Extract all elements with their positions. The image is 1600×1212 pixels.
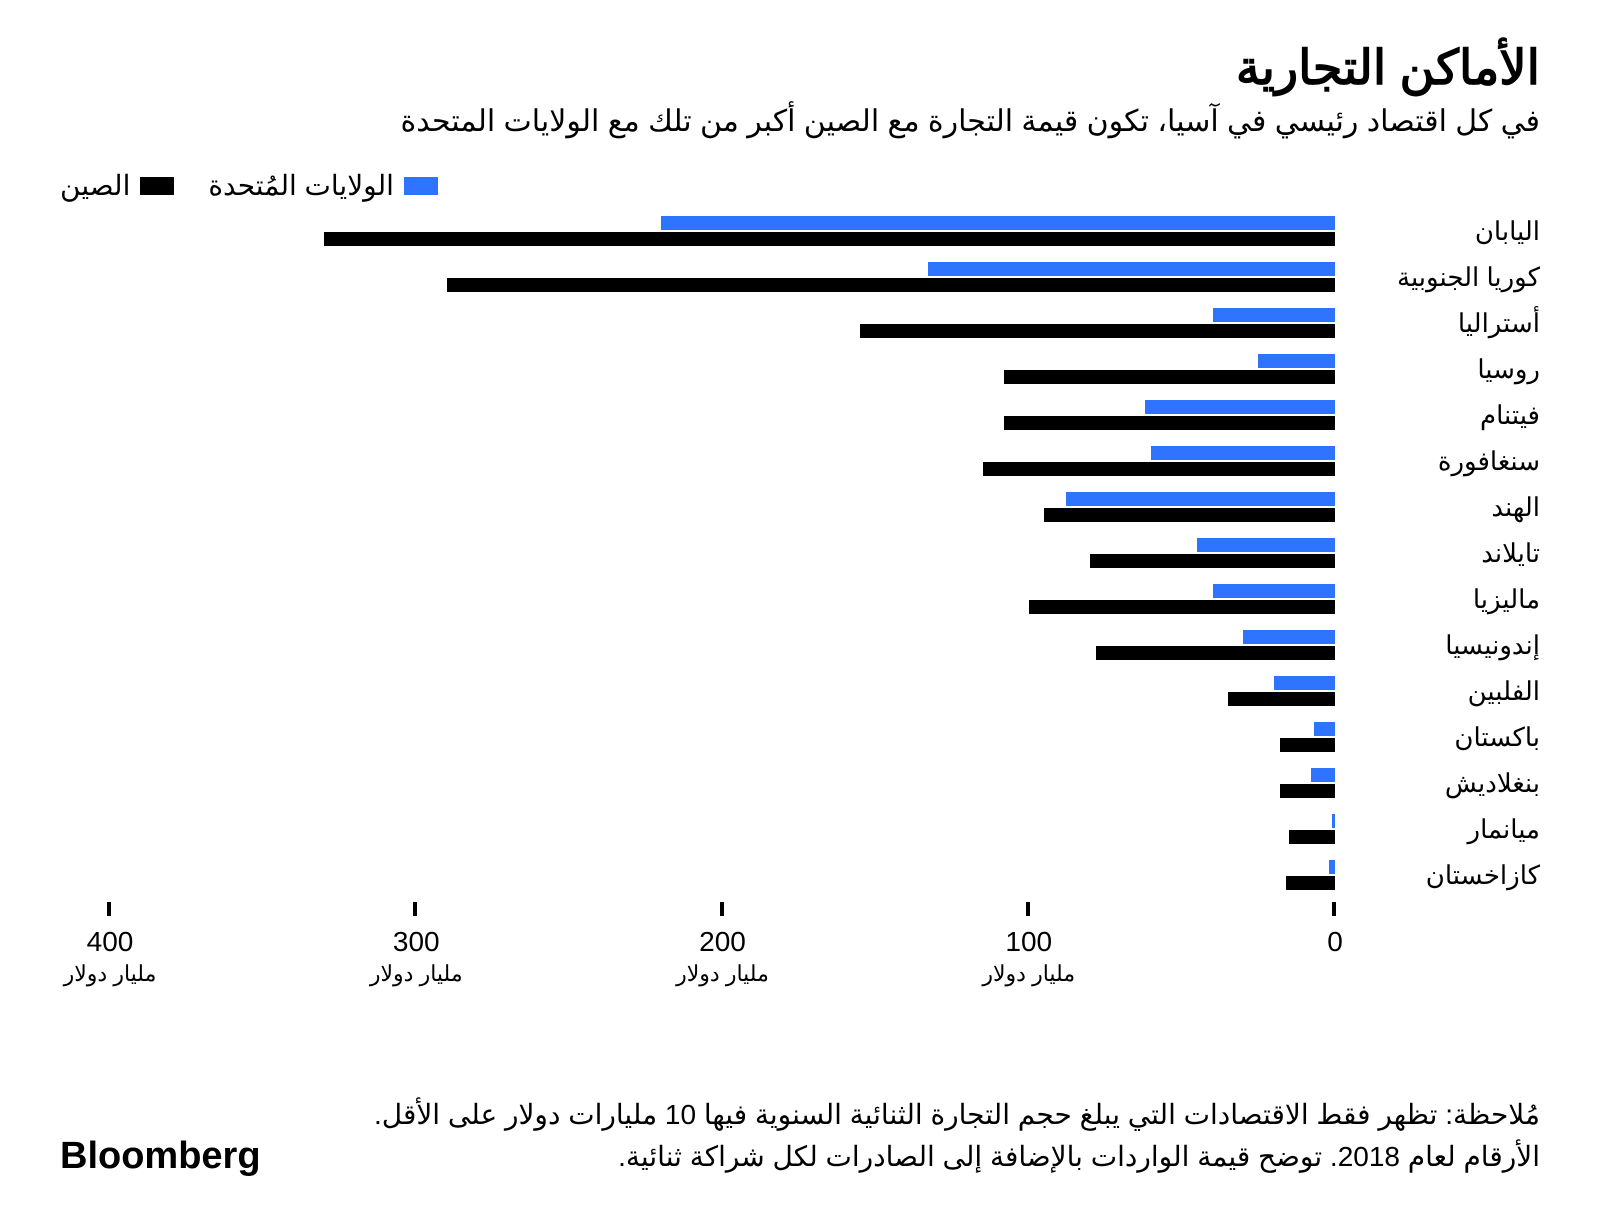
brand-logo: Bloomberg [60,1135,261,1178]
bar-us [1197,538,1335,552]
bar-cn [1090,554,1335,568]
tick-mark [413,902,417,916]
bar-cn [1289,830,1335,844]
bar-cn [1004,370,1335,384]
country-label: ميانمار [1345,816,1540,842]
tick-mark [1332,902,1336,916]
tick-label: 400مليار دولار [30,924,190,989]
tick-mark [720,902,724,916]
bar-cn [324,232,1335,246]
tick-label: 300مليار دولار [336,924,496,989]
row-3: روسيا [110,350,1335,396]
bar-cn [1286,876,1335,890]
bar-chart: اليابانكوريا الجنوبيةأسترالياروسيافيتنام… [60,212,1540,1012]
row-7: تايلاند [110,534,1335,580]
country-label: باكستان [1345,724,1540,750]
legend-label-us: الولايات المُتحدة [208,169,394,202]
country-label: الهند [1345,494,1540,520]
bar-cn [447,278,1335,292]
bar-cn [1096,646,1335,660]
bar-us [1274,676,1335,690]
country-label: الفلبين [1345,678,1540,704]
row-14: كازاخستان [110,856,1335,902]
chart-subtitle: في كل اقتصاد رئيسي في آسيا، تكون قيمة ال… [60,104,1540,139]
x-tick: 300مليار دولار [415,902,417,989]
x-tick: 200مليار دولار [722,902,724,989]
row-5: سنغافورة [110,442,1335,488]
bar-us [1213,584,1336,598]
x-tick: 400مليار دولار [109,902,111,989]
chart-note: مُلاحظة: تظهر فقط الاقتصادات التي يبلغ ح… [297,1094,1540,1178]
tick-mark [1026,902,1030,916]
bar-us [1066,492,1336,506]
tick-label: 100مليار دولار [949,924,1109,989]
country-label: كوريا الجنوبية [1345,264,1540,290]
bar-us [1145,400,1335,414]
legend-swatch-us [404,177,438,195]
bar-us [1329,860,1335,874]
tick-label: 0 [1255,924,1415,960]
row-10: الفلبين [110,672,1335,718]
legend: الولايات المُتحدة الصين [60,169,1540,202]
country-label: فيتنام [1345,402,1540,428]
bar-cn [1280,784,1335,798]
legend-label-cn: الصين [60,169,130,202]
country-label: سنغافورة [1345,448,1540,474]
x-tick: 0 [1334,902,1336,960]
row-13: ميانمار [110,810,1335,856]
row-9: إندونيسيا [110,626,1335,672]
bar-us [1311,768,1336,782]
country-label: تايلاند [1345,540,1540,566]
row-1: كوريا الجنوبية [110,258,1335,304]
legend-item-us: الولايات المُتحدة [208,169,438,202]
legend-swatch-cn [140,177,174,195]
country-label: اليابان [1345,218,1540,244]
tick-label: 200مليار دولار [643,924,803,989]
row-11: باكستان [110,718,1335,764]
country-label: بنغلاديش [1345,770,1540,796]
row-6: الهند [110,488,1335,534]
country-label: كازاخستان [1345,862,1540,888]
row-12: بنغلاديش [110,764,1335,810]
bar-us [928,262,1335,276]
chart-title: الأماكن التجارية [60,40,1540,96]
bar-us [1151,446,1335,460]
row-2: أستراليا [110,304,1335,350]
country-label: روسيا [1345,356,1540,382]
plot-area: اليابانكوريا الجنوبيةأسترالياروسيافيتنام… [110,212,1335,902]
row-4: فيتنام [110,396,1335,442]
row-0: اليابان [110,212,1335,258]
bar-us [1332,814,1335,828]
bar-us [1243,630,1335,644]
country-label: أستراليا [1345,310,1540,336]
bar-us [1213,308,1336,322]
bar-cn [1280,738,1335,752]
bar-us [1314,722,1335,736]
bar-cn [1004,416,1335,430]
country-label: ماليزيا [1345,586,1540,612]
row-8: ماليزيا [110,580,1335,626]
legend-item-cn: الصين [60,169,174,202]
bar-cn [983,462,1335,476]
bar-cn [860,324,1335,338]
bar-cn [1228,692,1335,706]
bar-us [1258,354,1335,368]
x-tick: 100مليار دولار [1028,902,1030,989]
tick-mark [107,902,111,916]
x-axis: 0 100مليار دولار 200مليار دولار 300مليار دو… [110,902,1335,992]
bar-cn [1044,508,1335,522]
country-label: إندونيسيا [1345,632,1540,658]
bar-cn [1029,600,1335,614]
bar-us [661,216,1335,230]
